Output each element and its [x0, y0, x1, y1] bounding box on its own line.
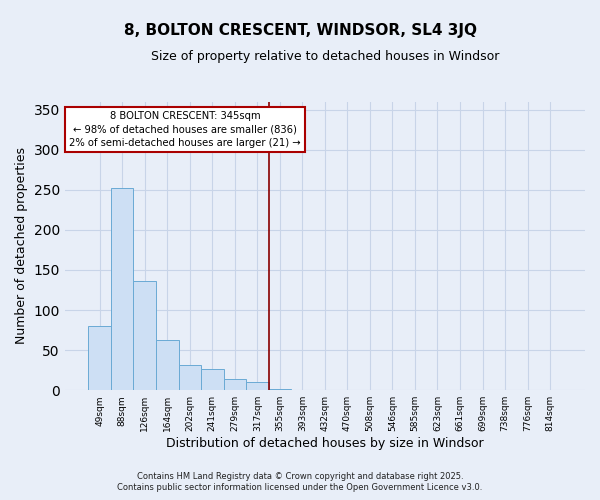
Bar — [179, 366, 201, 390]
Bar — [156, 340, 179, 390]
Bar — [224, 379, 246, 390]
Bar — [88, 326, 111, 390]
Bar — [111, 188, 133, 390]
Y-axis label: Number of detached properties: Number of detached properties — [15, 148, 28, 344]
Bar — [246, 382, 269, 390]
Text: Contains HM Land Registry data © Crown copyright and database right 2025.
Contai: Contains HM Land Registry data © Crown c… — [118, 472, 482, 492]
Bar — [201, 370, 224, 390]
Bar — [133, 281, 156, 390]
Text: 8 BOLTON CRESCENT: 345sqm
← 98% of detached houses are smaller (836)
2% of semi-: 8 BOLTON CRESCENT: 345sqm ← 98% of detac… — [70, 112, 301, 148]
Title: Size of property relative to detached houses in Windsor: Size of property relative to detached ho… — [151, 50, 499, 63]
Text: 8, BOLTON CRESCENT, WINDSOR, SL4 3JQ: 8, BOLTON CRESCENT, WINDSOR, SL4 3JQ — [124, 22, 476, 38]
X-axis label: Distribution of detached houses by size in Windsor: Distribution of detached houses by size … — [166, 437, 484, 450]
